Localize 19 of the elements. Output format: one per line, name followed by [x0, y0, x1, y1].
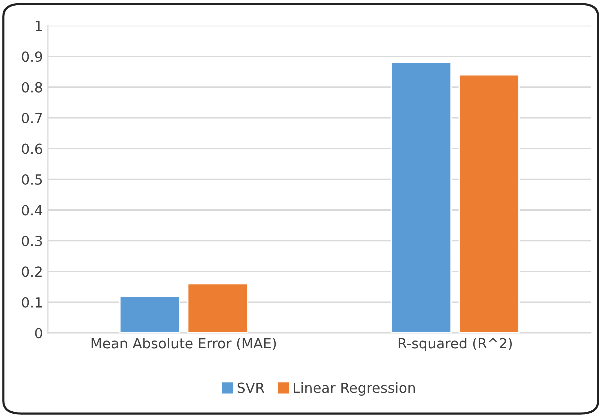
legend-label: SVR	[238, 382, 265, 394]
legend-label: Linear Regression	[294, 382, 416, 396]
y-tick-label: 0.7	[22, 113, 42, 124]
y-tick-label: 0.6	[22, 144, 42, 154]
bar	[119, 296, 181, 334]
y-tick-label: 0.8	[22, 82, 42, 93]
y-tick-label: 0	[35, 328, 42, 339]
y-tick-label: 1	[36, 21, 42, 32]
y-tick-label: 0.9	[22, 52, 42, 62]
y-tick-label: 0.1	[22, 297, 42, 308]
y-tick-label: 0.4	[22, 205, 43, 216]
bar	[458, 74, 520, 334]
y-tick-label: 0.2	[22, 266, 42, 278]
y-tick-label: 0.5	[22, 174, 42, 186]
y-tick-label: 0.3	[22, 236, 42, 246]
x-tick-label: Mean Absolute Error (MAE)	[92, 338, 276, 350]
x-tick-label: R-squared (R^2)	[398, 338, 512, 352]
bar	[187, 283, 248, 334]
bar	[390, 62, 452, 334]
